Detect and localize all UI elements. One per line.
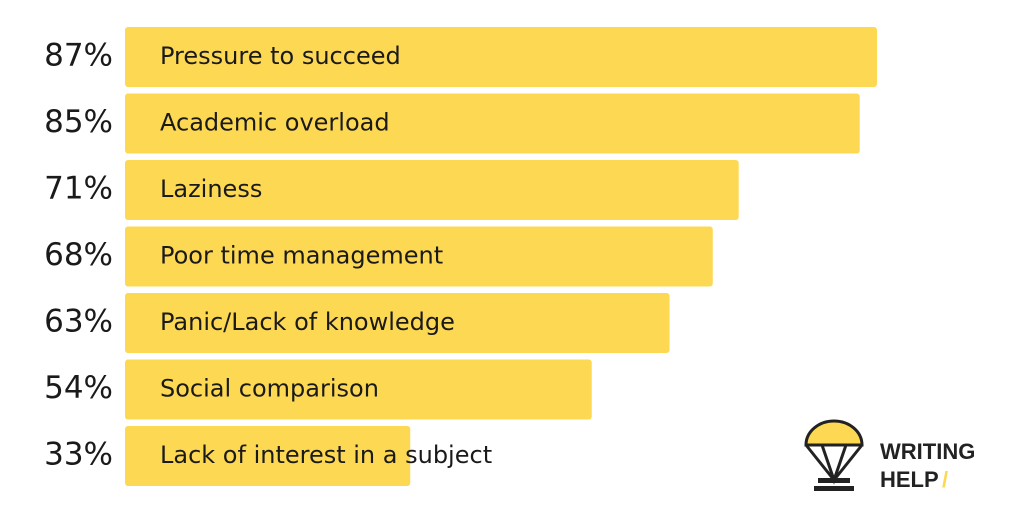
- bar: [125, 27, 877, 87]
- bar: [125, 426, 411, 486]
- logo-icon-base: [818, 478, 850, 483]
- value-label: 87%: [44, 38, 113, 74]
- value-label: 71%: [44, 171, 113, 207]
- logo-icon-base: [814, 486, 854, 491]
- bar: [125, 359, 592, 420]
- value-label: 68%: [44, 237, 113, 273]
- value-label: 33%: [44, 437, 113, 473]
- logo-text: WRITING: [880, 439, 975, 464]
- category-label: Poor time management: [160, 242, 443, 270]
- category-label: Social comparison: [160, 375, 379, 403]
- logo-mark: /: [942, 467, 948, 492]
- logo: WRITING HELP /: [804, 419, 975, 492]
- logo-icon-lines: [804, 444, 864, 485]
- logo-text: HELP: [880, 467, 939, 492]
- category-label: Academic overload: [160, 109, 390, 137]
- bar: [125, 293, 670, 353]
- logo-icon: [804, 419, 864, 447]
- value-label: 63%: [44, 304, 113, 340]
- bar: [125, 93, 860, 154]
- value-label: 54%: [44, 370, 113, 406]
- bar: [125, 160, 739, 220]
- category-label: Lack of interest in a subject: [160, 441, 492, 469]
- bar: [125, 226, 713, 287]
- value-label: 85%: [44, 104, 113, 140]
- category-label: Pressure to succeed: [160, 42, 401, 70]
- category-label: Laziness: [160, 175, 262, 203]
- category-label: Panic/Lack of knowledge: [160, 308, 455, 336]
